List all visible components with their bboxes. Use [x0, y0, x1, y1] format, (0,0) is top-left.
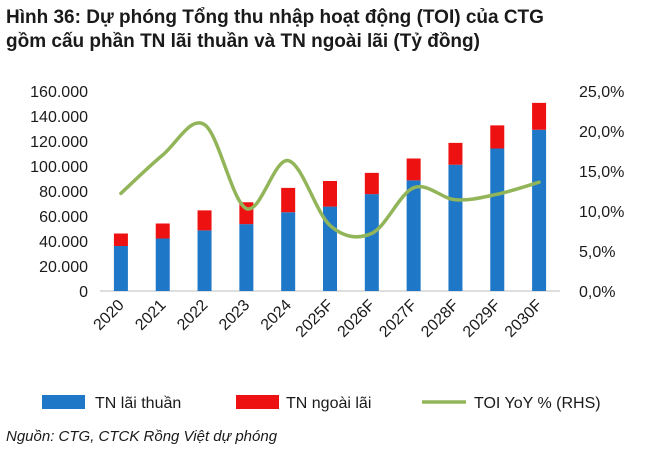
- bar-non-interest: [532, 102, 547, 130]
- x-tick-label: 2030F: [502, 297, 546, 341]
- y-left-tick-label: 20.000: [39, 259, 88, 276]
- bar-net-interest: [490, 148, 505, 291]
- bar-net-interest: [406, 180, 421, 291]
- bar-non-interest: [323, 181, 337, 207]
- chart-title-line-2: gồm cấu phần TN lãi thuần và TN ngoài lã…: [6, 31, 480, 52]
- y-left-tick-label: 60.000: [39, 209, 88, 226]
- x-tick-label: 2020: [91, 297, 128, 334]
- y-right-tick-label: 15,0%: [579, 164, 624, 181]
- legend-label-non-interest: TN ngoài lãi: [286, 395, 371, 412]
- bar-non-interest: [281, 187, 296, 213]
- bar-net-interest: [448, 164, 463, 291]
- x-tick-label: 2029F: [460, 297, 504, 341]
- x-tick-label: 2028F: [418, 297, 462, 341]
- legend-swatch-non-interest: [236, 395, 279, 409]
- y-left-tick-label: 100.000: [30, 159, 88, 176]
- bar-non-interest: [364, 172, 379, 195]
- y-right-tick-label: 20,0%: [579, 124, 624, 141]
- x-tick-label: 2026F: [335, 297, 379, 341]
- bar-non-interest: [448, 142, 463, 165]
- bar-net-interest: [239, 224, 254, 291]
- x-tick-label: 2021: [132, 297, 169, 334]
- x-tick-label: 2024: [258, 297, 295, 334]
- bar-non-interest: [490, 125, 505, 149]
- chart-title-line-1: Hình 36: Dự phóng Tổng thu nhập hoạt độn…: [6, 7, 544, 28]
- x-tick-label: 2023: [216, 297, 253, 334]
- y-right-tick-label: 10,0%: [579, 204, 624, 221]
- bar-net-interest: [532, 129, 547, 291]
- source-note: Nguồn: CTG, CTCK Rồng Việt dự phóng: [6, 428, 278, 445]
- y-left-tick-label: 40.000: [39, 234, 88, 251]
- legend-swatch-net-interest: [42, 395, 85, 409]
- legend-label-yoy: TOI YoY % (RHS): [474, 395, 601, 412]
- y-left-tick-label: 0: [79, 284, 88, 301]
- x-tick-label: 2022: [174, 297, 211, 334]
- bar-net-interest: [155, 238, 170, 291]
- bar-net-interest: [113, 246, 128, 291]
- legend-label-net-interest: TN lãi thuần: [95, 395, 181, 412]
- y-left-tick-label: 120.000: [30, 134, 88, 151]
- chart-title: Hình 36: Dự phóng Tổng thu nhập hoạt độn…: [6, 6, 666, 54]
- bar-non-interest: [197, 210, 212, 231]
- y-right-tick-label: 5,0%: [579, 244, 615, 261]
- y-right-tick-label: 25,0%: [579, 84, 624, 101]
- y-right-tick-label: 0,0%: [579, 284, 615, 301]
- yoy-line: [119, 121, 541, 239]
- x-tick-label: 2027F: [376, 297, 420, 341]
- y-left-tick-label: 160.000: [30, 84, 88, 101]
- y-left-tick-label: 80.000: [39, 184, 88, 201]
- bar-non-interest: [406, 158, 421, 181]
- bar-non-interest: [113, 233, 128, 246]
- bar-net-interest: [281, 212, 296, 291]
- bar-net-interest: [197, 230, 212, 291]
- x-tick-label: 2025F: [293, 297, 337, 341]
- y-left-tick-label: 140.000: [30, 109, 88, 126]
- bar-net-interest: [364, 194, 379, 291]
- bar-non-interest: [155, 223, 170, 239]
